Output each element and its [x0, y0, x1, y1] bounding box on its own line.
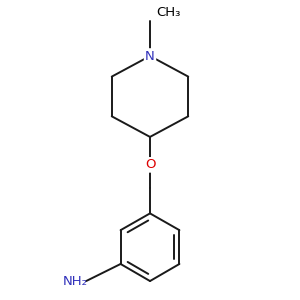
Text: N: N	[145, 50, 155, 62]
Text: O: O	[145, 158, 155, 171]
Text: NH₂: NH₂	[63, 274, 88, 287]
Text: CH₃: CH₃	[156, 6, 180, 19]
